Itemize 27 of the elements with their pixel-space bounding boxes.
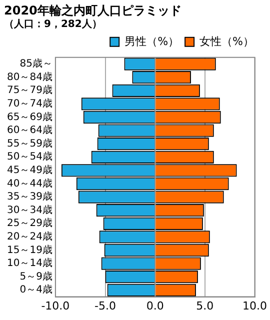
- y-tick-label: 40～44歳: [6, 177, 52, 190]
- y-tick-label: 55～59歳: [6, 137, 52, 150]
- y-tick-label: 80～84歳: [6, 70, 52, 83]
- x-tick-label: 5.0: [196, 299, 214, 312]
- legend-label: 男性（%）: [124, 34, 180, 48]
- y-tick-label: 30～34歳: [6, 204, 52, 216]
- chart-title: 2020年輪之内町人口ピラミッド: [4, 3, 182, 18]
- y-tick-label: 70～74歳: [6, 98, 52, 110]
- x-tick-label: 0.0: [146, 299, 164, 312]
- y-tick-label: 0～4歳: [20, 284, 52, 296]
- x-tick-label: -10.0: [41, 299, 70, 312]
- x-tick-label: 10.0: [242, 299, 268, 312]
- y-tick-label: 75～79歳: [6, 84, 52, 96]
- y-tick-label: 85歳～: [20, 58, 52, 70]
- y-tick-label: 45～49歳: [6, 164, 52, 176]
- y-tick-label: 60～64歳: [6, 124, 52, 136]
- y-tick-label: 50～54歳: [6, 150, 52, 163]
- y-tick-label: 15～19歳: [6, 244, 52, 256]
- y-tick-label: 65～69歳: [6, 110, 52, 123]
- y-tick-label: 5～9歳: [20, 270, 52, 282]
- y-tick-label: 10～14歳: [6, 257, 52, 270]
- y-tick-label: 25～29歳: [6, 217, 52, 230]
- x-tick-label: -5.0: [94, 299, 116, 312]
- y-tick-label: 20～24歳: [6, 230, 52, 243]
- chart-subtitle: （人口：9，282人）: [4, 18, 102, 30]
- legend-label: 女性（%）: [200, 34, 254, 48]
- y-tick-label: 35～39歳: [6, 190, 52, 203]
